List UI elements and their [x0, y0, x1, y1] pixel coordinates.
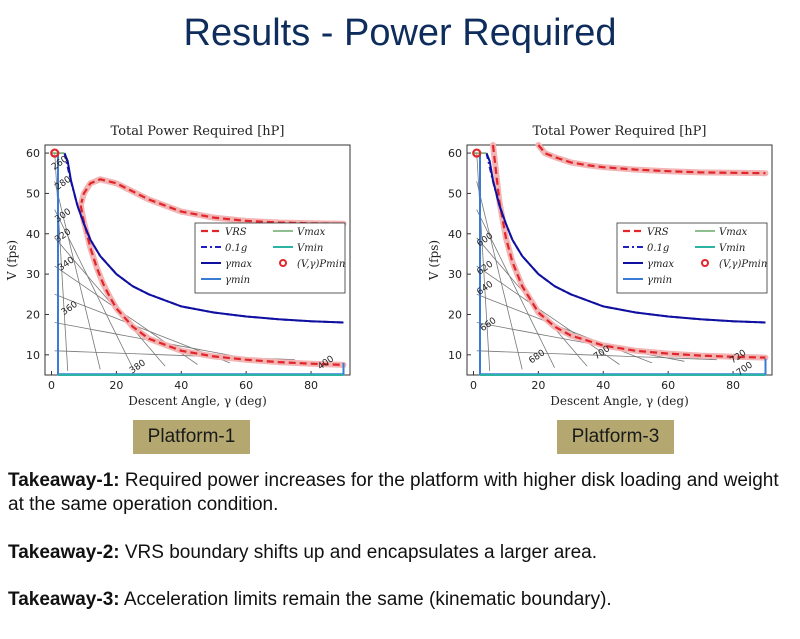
legend-label: Vmin — [297, 243, 323, 254]
x-tick-label: 20 — [531, 379, 545, 392]
takeaway-1: Takeaway-1: Required power increases for… — [8, 469, 788, 517]
x-tick-label: 40 — [174, 379, 188, 392]
takeaway-label: Takeaway-3: — [8, 589, 120, 610]
legend-label: γmax — [647, 259, 674, 270]
legend-label: γmax — [225, 259, 252, 270]
power-chart-platform-1: Total Power Required [hP] 0 20 40 60 80 10 20 30… — [0, 118, 380, 418]
legend-label: 0.1g — [647, 243, 669, 254]
y-tick-label: 10 — [26, 349, 40, 362]
y-tick-label: 30 — [26, 268, 40, 281]
takeaway-label: Takeaway-1: — [8, 470, 120, 491]
series-max-line — [485, 152, 766, 324]
contour-line — [476, 181, 523, 370]
x-tick-label: 80 — [304, 379, 318, 392]
contour-line — [54, 181, 101, 370]
legend: VRS 0.1g γmax γmin Vmax Vmin (V,γ)Pmin — [194, 222, 346, 294]
legend: VRS 0.1g γmax γmin Vmax Vmin (V,γ)Pmin — [616, 222, 768, 294]
pmin-point — [50, 148, 60, 158]
power-chart-svg: Total Power Required [hP] 0 20 40 60 80 10 20 30… — [427, 124, 773, 408]
takeaway-text: VRS boundary shifts up and encapsulates … — [119, 542, 598, 563]
takeaway-text: Acceleration limits remain the same (kin… — [119, 589, 612, 610]
contour-line — [476, 350, 717, 361]
power-chart-svg: Total Power Required [hP] 0 20 40 60 80 10 20 30… — [5, 124, 351, 408]
takeaway-text: Required power increases for the platfor… — [8, 470, 779, 515]
platform-label: Platform-1 — [133, 420, 250, 454]
y-axis-label: V (fps) — [5, 240, 19, 281]
takeaway-2: Takeaway-2: VRS boundary shifts up and e… — [8, 541, 788, 565]
y-tick-label: 20 — [26, 308, 40, 321]
legend-label: γmin — [225, 275, 250, 286]
legend-label: γmin — [647, 275, 672, 286]
takeaway-3: Takeaway-3: Acceleration limits remain t… — [8, 588, 788, 612]
legend-label: (V,γ)Pmin — [297, 259, 345, 270]
y-tick-label: 60 — [26, 147, 40, 160]
x-axis-label: Descent Angle, γ (deg) — [550, 394, 689, 408]
legend-label: VRS — [225, 227, 247, 238]
pmin-point — [472, 148, 482, 158]
legend-marker — [279, 259, 287, 267]
y-axis-label: V (fps) — [427, 240, 441, 281]
platform-label: Platform-3 — [557, 420, 674, 454]
series-VRS-line — [79, 205, 344, 366]
chart-title: Total Power Required [hP] — [111, 124, 285, 139]
y-tick-label: 40 — [448, 228, 462, 241]
legend-label: VRS — [647, 227, 669, 238]
series-VRS-line — [537, 144, 766, 175]
x-axis-label: Descent Angle, γ (deg) — [128, 394, 267, 408]
legend-box — [194, 222, 346, 294]
y-tick-label: 10 — [448, 349, 462, 362]
slide-title: Results - Power Required — [183, 12, 617, 54]
takeaway-label: Takeaway-2: — [8, 542, 120, 563]
legend-box — [616, 222, 768, 294]
x-tick-label: 60 — [661, 379, 675, 392]
x-tick-label: 80 — [726, 379, 740, 392]
legend-label: 0.1g — [225, 243, 247, 254]
contour-line — [476, 209, 555, 368]
y-tick-label: 60 — [448, 147, 462, 160]
y-tick-label: 50 — [448, 187, 462, 200]
chart-title: Total Power Required [hP] — [533, 124, 707, 139]
x-tick-label: 0 — [470, 379, 477, 392]
power-chart-platform-3: Total Power Required [hP] 0 20 40 60 80 10 20 30… — [422, 118, 800, 418]
y-tick-label: 40 — [26, 228, 40, 241]
y-tick-label: 20 — [448, 308, 462, 321]
series-VRS-line — [79, 178, 344, 225]
y-tick-label: 30 — [448, 268, 462, 281]
legend-marker — [701, 259, 709, 267]
x-tick-label: 0 — [48, 379, 55, 392]
contour-line — [54, 209, 133, 368]
legend-label: Vmax — [719, 227, 748, 238]
x-tick-label: 40 — [596, 379, 610, 392]
contour-line — [476, 265, 620, 365]
x-tick-label: 60 — [239, 379, 253, 392]
series-max-line — [63, 152, 344, 324]
legend-label: Vmin — [719, 243, 745, 254]
y-tick-label: 50 — [26, 187, 40, 200]
x-tick-label: 20 — [109, 379, 123, 392]
legend-label: Vmax — [297, 227, 326, 238]
legend-label: (V,γ)Pmin — [719, 259, 767, 270]
